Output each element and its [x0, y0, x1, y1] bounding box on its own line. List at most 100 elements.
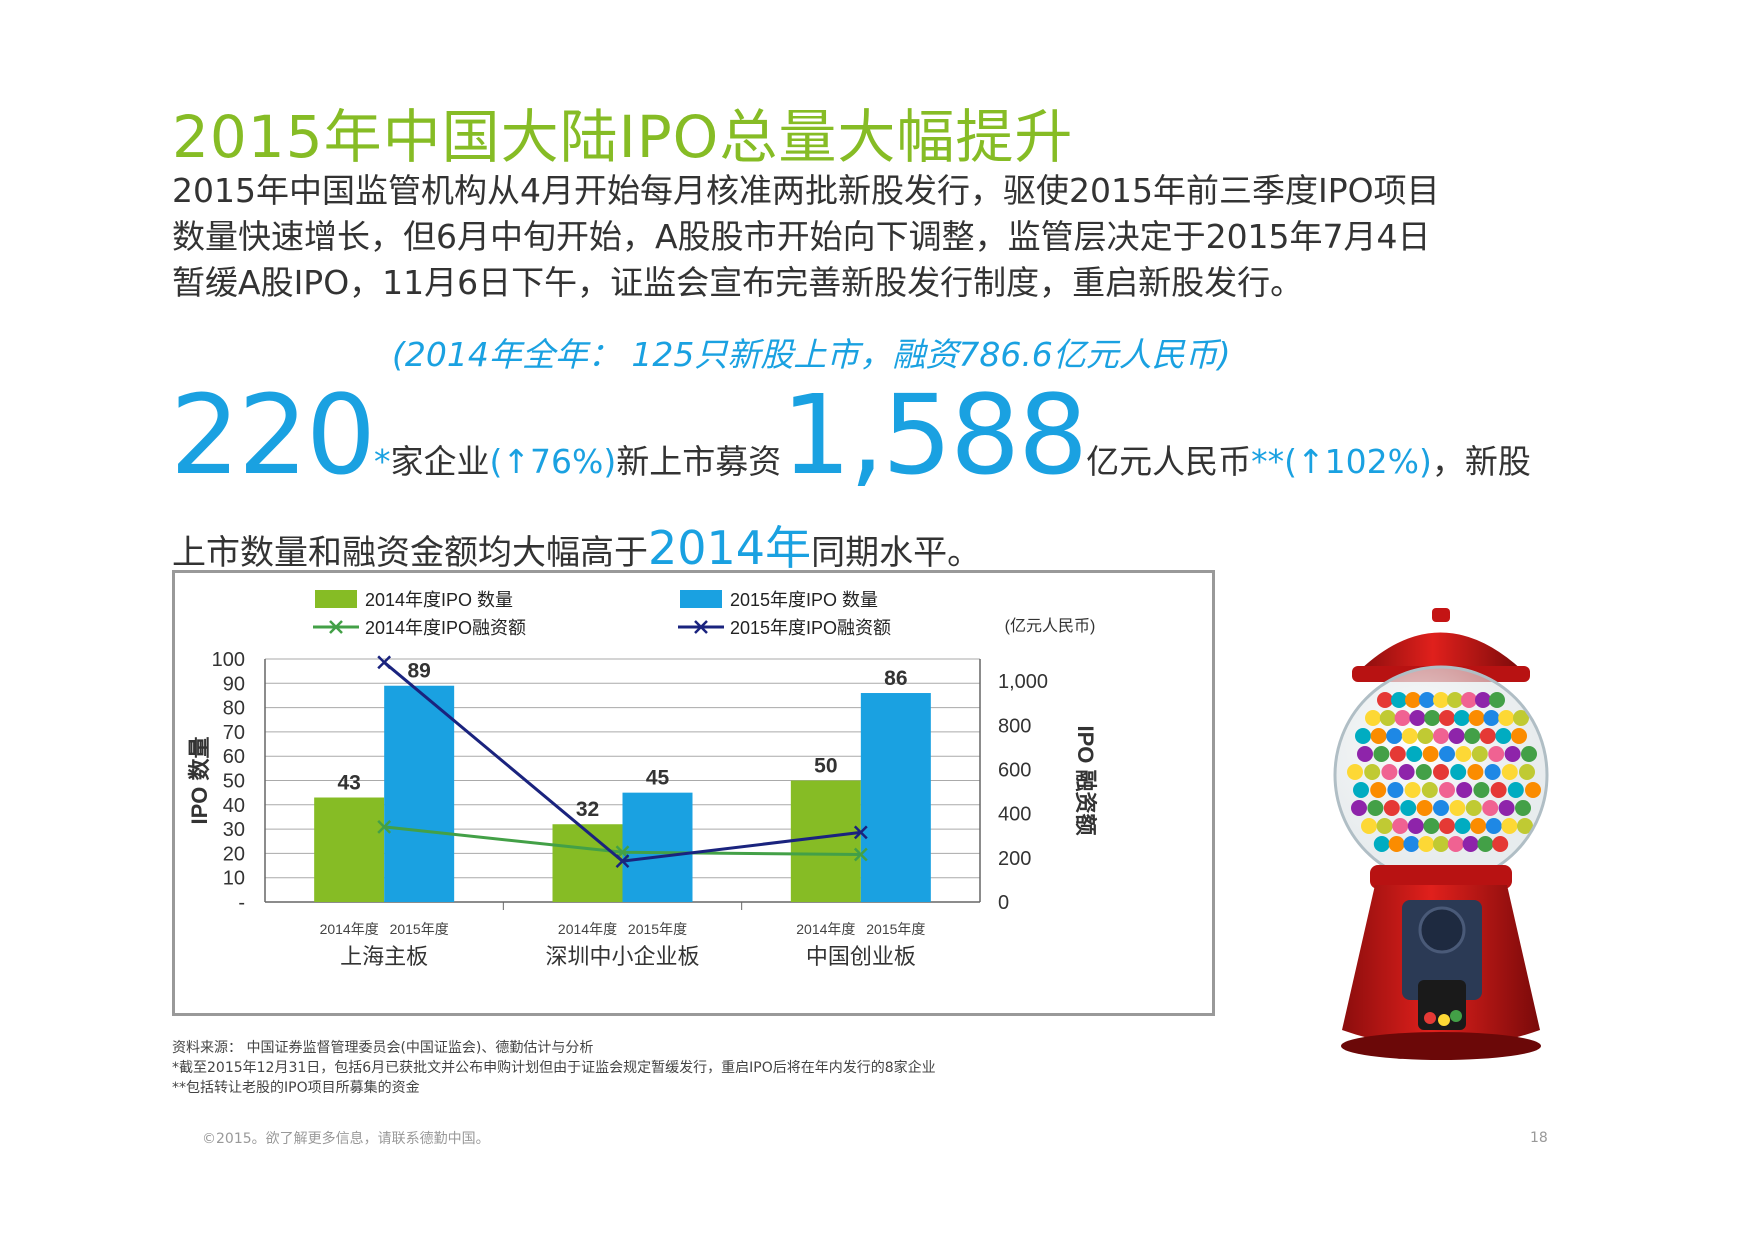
gumball: [1454, 818, 1471, 834]
gumball: [1492, 836, 1509, 852]
gumball: [1433, 764, 1449, 780]
gumball: [1373, 836, 1390, 852]
gumball: [1424, 710, 1441, 726]
gumball: [1389, 746, 1406, 762]
y-tick-label: 20: [223, 843, 245, 865]
gumball-machine-image: [1333, 608, 1549, 1060]
gumball: [1448, 728, 1465, 744]
gumball: [1449, 800, 1466, 816]
gumball: [1357, 746, 1373, 762]
gumball: [1386, 728, 1403, 744]
funds-text: 新上市募资: [616, 442, 782, 481]
bar-sub-label: 2014年度: [320, 921, 379, 937]
bar-value-label: 50: [814, 755, 837, 778]
gumball: [1456, 782, 1473, 798]
line2-year: 2014年: [648, 521, 812, 575]
legend-label: 2014年度IPO 数量: [365, 590, 513, 610]
gumball: [1479, 728, 1496, 744]
gumball: [1488, 746, 1505, 762]
gumball: [1409, 710, 1426, 726]
gumball: [1433, 800, 1449, 816]
gumball: [1517, 818, 1533, 834]
ipo-chart: -10 20 30 40 50 60 70 80 90 100 0 200 400 600 800 1,000…: [172, 570, 1215, 1016]
legend-label: 2014年度IPO融资额: [365, 618, 526, 638]
y-tick-label: 10: [223, 868, 245, 890]
legend-swatch: [680, 590, 722, 608]
funds-amount: 1,588: [781, 371, 1088, 499]
y2-tick-label: 200: [998, 848, 1031, 870]
gumball: [1433, 836, 1449, 852]
count-change: (↑76%): [489, 442, 617, 481]
gumball: [1387, 782, 1404, 798]
intro-line: 数量快速增长，但6月中旬开始，A股股市开始向下调整，监管层决定于2015年7月4…: [172, 217, 1431, 256]
gumball: [1353, 782, 1369, 798]
legend-label: 2015年度IPO融资额: [730, 618, 891, 638]
bar-sub-label: 2014年度: [796, 921, 855, 937]
gumball: [1453, 710, 1470, 726]
gumball: [1513, 710, 1529, 726]
bar: [314, 797, 385, 902]
bar-value-label: 32: [576, 798, 599, 821]
gumball: [1391, 692, 1407, 708]
gumball: [1355, 728, 1371, 744]
gumball: [1388, 836, 1405, 852]
gumball: [1439, 746, 1455, 762]
page-title: 2015年中国大陆IPO总量大幅提升: [172, 103, 1074, 171]
page-number: 18: [1530, 1130, 1548, 1146]
y2-tick-label: 600: [998, 759, 1031, 781]
count-text: 家企业: [390, 442, 490, 481]
y-tick-label: 70: [223, 722, 245, 744]
bar-value-label: 89: [407, 660, 430, 683]
line-point-marker: [853, 847, 868, 862]
line-point-marker: [853, 825, 868, 840]
legend-marker: [694, 620, 708, 634]
gumball: [1462, 836, 1479, 852]
gumball: [1498, 710, 1515, 726]
legend-label: 2015年度IPO 数量: [730, 590, 878, 610]
gumball: [1461, 692, 1477, 708]
gumball: [1364, 764, 1381, 780]
gumball: [1447, 692, 1463, 708]
gumball: [1447, 836, 1464, 852]
y2-axis-title: IPO 融资额: [1073, 725, 1098, 835]
gumball: [1417, 728, 1434, 744]
gumball: [1470, 818, 1487, 834]
gumball: [1407, 818, 1424, 834]
gumball: [1379, 710, 1396, 726]
gumball: [1439, 710, 1455, 726]
gumball: [1477, 836, 1494, 852]
gumball: [1347, 764, 1363, 780]
gumball: [1418, 836, 1435, 852]
gumball: [1489, 692, 1505, 708]
intro-line: 2015年中国监管机构从4月开始每月核准两批新股发行，驱使2015年前三季度IP…: [172, 171, 1440, 210]
gumball: [1464, 728, 1481, 744]
y-tick-label: 40: [223, 795, 245, 817]
line2-a: 上市数量和融资金额均大幅高于: [172, 533, 648, 573]
copyright: ©2015。欲了解更多信息，请联系德勤中国。: [202, 1131, 490, 1147]
y-axis-title: IPO 数量: [187, 736, 212, 824]
gumball: [1475, 692, 1491, 708]
bar: [552, 824, 623, 902]
y-tick-label: -: [238, 892, 245, 914]
gumball: [1361, 818, 1377, 834]
category-label: 中国创业板: [806, 944, 916, 969]
gumball: [1521, 746, 1537, 762]
bar-value-label: 45: [646, 767, 670, 790]
stats-line-2: 上市数量和融资金额均大幅高于2014年同期水平。: [172, 512, 981, 578]
funds-change: (↑102%): [1284, 442, 1432, 481]
gumball: [1439, 782, 1455, 798]
gumball: [1484, 764, 1501, 780]
gumball: [1421, 782, 1438, 798]
gumball: [1367, 800, 1384, 816]
gumball: [1485, 818, 1502, 834]
footnotes: 资料来源： 中国证券监督管理委员会(中国证监会)、德勤估计与分析 *截至2015…: [172, 1038, 936, 1098]
gumball: [1381, 764, 1398, 780]
y-tick-label: 60: [223, 746, 245, 768]
gumball: [1482, 800, 1499, 816]
gumball: [1439, 818, 1455, 834]
gumball: [1400, 800, 1417, 816]
line-point-marker: [377, 655, 392, 670]
gumball: [1405, 692, 1421, 708]
bar-sub-label: 2015年度: [390, 921, 449, 937]
bar-value-label: 86: [884, 667, 907, 690]
